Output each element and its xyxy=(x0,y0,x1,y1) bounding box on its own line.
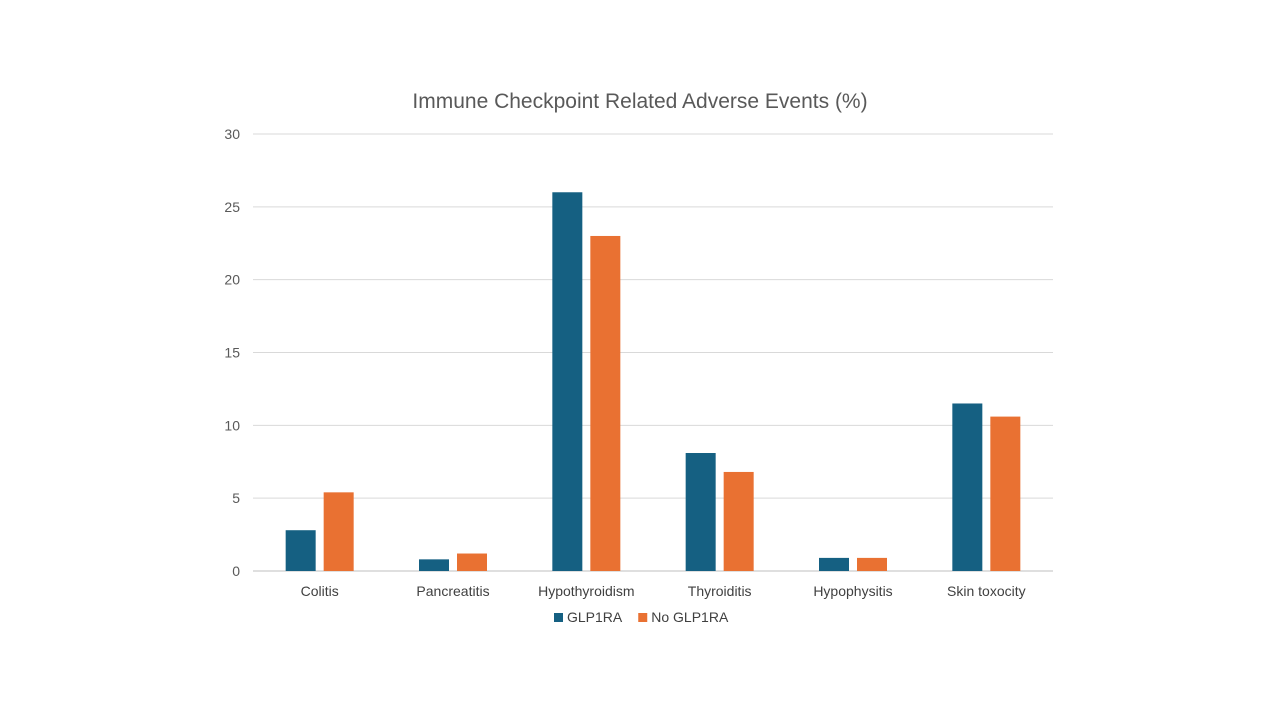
chart-title: Immune Checkpoint Related Adverse Events… xyxy=(412,90,867,113)
x-category-label: Hypophysitis xyxy=(813,583,892,599)
bar-glp1ra-skin-toxocity xyxy=(952,403,983,571)
bar-glp1ra-pancreatitis xyxy=(419,559,449,571)
bar-no-glp1ra-thyroiditis xyxy=(723,471,754,571)
bar-glp1ra-hypophysitis xyxy=(819,557,849,571)
gridlines xyxy=(253,133,1053,572)
y-axis-ticks: 0 5 10 15 20 25 30 xyxy=(224,126,240,579)
y-tick-label: 15 xyxy=(224,345,240,361)
legend-label: No GLP1RA xyxy=(651,609,729,625)
y-tick-label: 5 xyxy=(232,490,240,506)
y-tick-label: 25 xyxy=(224,199,240,215)
bar-no-glp1ra-skin-toxocity xyxy=(990,416,1021,571)
legend-swatch xyxy=(554,613,563,622)
bar-glp1ra-colitis xyxy=(285,530,316,571)
bar-no-glp1ra-hypothyroidism xyxy=(590,235,621,571)
y-tick-label: 10 xyxy=(224,417,240,433)
bar-no-glp1ra-pancreatitis xyxy=(457,553,487,571)
x-axis-categories: Colitis Pancreatitis Hypothyroidism Thyroid… xyxy=(301,583,1026,599)
y-tick-label: 30 xyxy=(224,126,240,142)
legend-label: GLP1RA xyxy=(567,609,623,625)
y-tick-label: 0 xyxy=(232,563,240,579)
bar-no-glp1ra-colitis xyxy=(323,492,354,571)
x-category-label: Thyroiditis xyxy=(688,583,752,599)
y-tick-label: 20 xyxy=(224,272,240,288)
bar-glp1ra-hypothyroidism xyxy=(552,192,583,571)
x-category-label: Skin toxocity xyxy=(947,583,1026,599)
x-category-label: Hypothyroidism xyxy=(538,583,634,599)
legend: GLP1RA No GLP1RA xyxy=(554,609,729,625)
bars xyxy=(285,192,1021,571)
bar-glp1ra-thyroiditis xyxy=(685,453,716,571)
x-category-label: Colitis xyxy=(301,583,339,599)
x-category-label: Pancreatitis xyxy=(416,583,489,599)
legend-swatch xyxy=(638,613,648,622)
bar-no-glp1ra-hypophysitis xyxy=(857,557,887,571)
